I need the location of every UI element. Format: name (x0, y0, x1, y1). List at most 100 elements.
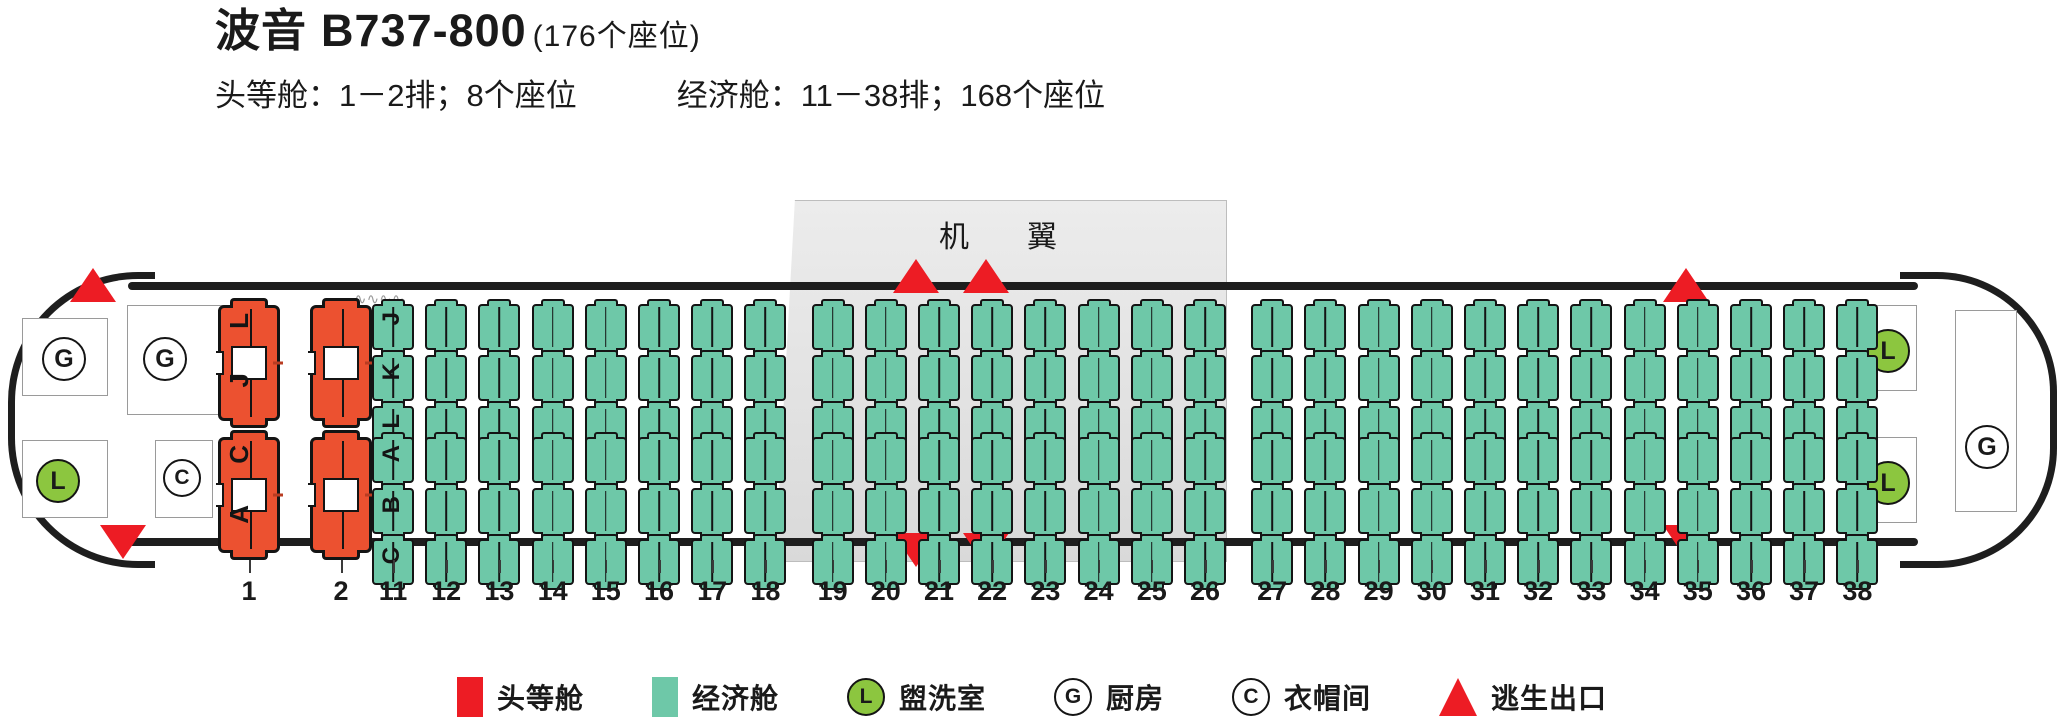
economy-seat-35K[interactable] (1676, 355, 1719, 401)
economy-seat-11K[interactable] (372, 355, 414, 401)
economy-seat-16A[interactable] (638, 437, 680, 483)
economy-seat-21A[interactable] (918, 437, 960, 483)
economy-seat-32K[interactable] (1517, 355, 1560, 401)
economy-seat-21B[interactable] (918, 488, 960, 534)
economy-seat-22B[interactable] (971, 488, 1014, 534)
economy-seat-16K[interactable] (638, 355, 680, 401)
economy-seat-35J[interactable] (1676, 304, 1719, 350)
economy-seat-37J[interactable] (1783, 304, 1826, 350)
economy-seat-11A[interactable] (372, 437, 414, 483)
economy-seat-30K[interactable] (1410, 355, 1453, 401)
economy-seat-37A[interactable] (1783, 437, 1826, 483)
economy-seat-24A[interactable] (1077, 437, 1120, 483)
economy-seat-22A[interactable] (971, 437, 1014, 483)
economy-seat-23K[interactable] (1024, 355, 1067, 401)
economy-seat-37B[interactable] (1783, 488, 1826, 534)
economy-seat-14B[interactable] (531, 488, 574, 534)
economy-seat-35B[interactable] (1676, 488, 1719, 534)
first-class-seat-row-1-upper[interactable] (216, 305, 283, 421)
economy-seat-25A[interactable] (1130, 437, 1173, 483)
economy-seat-24J[interactable] (1077, 304, 1120, 350)
economy-seat-26A[interactable] (1184, 437, 1226, 483)
economy-seat-14A[interactable] (531, 437, 574, 483)
economy-seat-24K[interactable] (1077, 355, 1120, 401)
economy-seat-21K[interactable] (918, 355, 960, 401)
economy-seat-15B[interactable] (584, 488, 627, 534)
economy-seat-28B[interactable] (1304, 488, 1347, 534)
economy-seat-28A[interactable] (1304, 437, 1347, 483)
economy-seat-17A[interactable] (691, 437, 734, 483)
economy-seat-33K[interactable] (1570, 355, 1613, 401)
economy-seat-20J[interactable] (864, 304, 907, 350)
economy-seat-12A[interactable] (425, 437, 468, 483)
economy-seat-18A[interactable] (744, 437, 787, 483)
economy-seat-16J[interactable] (638, 304, 680, 350)
economy-seat-30C[interactable] (1410, 539, 1453, 585)
economy-seat-32J[interactable] (1517, 304, 1560, 350)
economy-seat-34A[interactable] (1623, 437, 1666, 483)
economy-seat-29K[interactable] (1357, 355, 1400, 401)
economy-seat-33A[interactable] (1570, 437, 1613, 483)
economy-seat-27J[interactable] (1251, 304, 1294, 350)
economy-seat-18K[interactable] (744, 355, 787, 401)
economy-seat-12K[interactable] (425, 355, 468, 401)
economy-seat-20A[interactable] (864, 437, 907, 483)
economy-seat-19B[interactable] (811, 488, 854, 534)
economy-seat-30B[interactable] (1410, 488, 1453, 534)
economy-seat-17B[interactable] (691, 488, 734, 534)
economy-seat-13K[interactable] (478, 355, 521, 401)
economy-seat-23A[interactable] (1024, 437, 1067, 483)
economy-seat-31B[interactable] (1464, 488, 1506, 534)
economy-seat-38B[interactable] (1836, 488, 1879, 534)
economy-seat-33J[interactable] (1570, 304, 1613, 350)
economy-seat-37K[interactable] (1783, 355, 1826, 401)
economy-seat-18B[interactable] (744, 488, 787, 534)
economy-seat-31K[interactable] (1464, 355, 1506, 401)
economy-seat-18J[interactable] (744, 304, 787, 350)
economy-seat-29B[interactable] (1357, 488, 1400, 534)
economy-seat-14J[interactable] (531, 304, 574, 350)
economy-seat-25K[interactable] (1130, 355, 1173, 401)
economy-seat-32A[interactable] (1517, 437, 1560, 483)
economy-seat-12B[interactable] (425, 488, 468, 534)
economy-seat-25B[interactable] (1130, 488, 1173, 534)
economy-seat-31A[interactable] (1464, 437, 1506, 483)
economy-seat-13B[interactable] (478, 488, 521, 534)
first-class-seat-row-1-lower[interactable] (216, 437, 283, 553)
economy-seat-19C[interactable] (811, 539, 854, 585)
economy-seat-22K[interactable] (971, 355, 1014, 401)
economy-seat-19J[interactable] (811, 304, 854, 350)
economy-seat-15A[interactable] (584, 437, 627, 483)
economy-seat-25J[interactable] (1130, 304, 1173, 350)
economy-seat-30J[interactable] (1410, 304, 1453, 350)
first-class-seat-row-2-upper[interactable] (308, 305, 375, 421)
economy-seat-12J[interactable] (425, 304, 468, 350)
economy-seat-38K[interactable] (1836, 355, 1879, 401)
economy-seat-13A[interactable] (478, 437, 521, 483)
economy-seat-15K[interactable] (584, 355, 627, 401)
economy-seat-33B[interactable] (1570, 488, 1613, 534)
economy-seat-35A[interactable] (1676, 437, 1719, 483)
economy-seat-17J[interactable] (691, 304, 734, 350)
economy-seat-32B[interactable] (1517, 488, 1560, 534)
economy-seat-14K[interactable] (531, 355, 574, 401)
economy-seat-23B[interactable] (1024, 488, 1067, 534)
economy-seat-16B[interactable] (638, 488, 680, 534)
economy-seat-21J[interactable] (918, 304, 960, 350)
economy-seat-23J[interactable] (1024, 304, 1067, 350)
economy-seat-25C[interactable] (1130, 539, 1173, 585)
economy-seat-11C[interactable] (372, 539, 414, 585)
economy-seat-11J[interactable] (372, 304, 414, 350)
economy-seat-26J[interactable] (1184, 304, 1226, 350)
economy-seat-28J[interactable] (1304, 304, 1347, 350)
economy-seat-13J[interactable] (478, 304, 521, 350)
economy-seat-27K[interactable] (1251, 355, 1294, 401)
economy-seat-34B[interactable] (1623, 488, 1666, 534)
economy-seat-34J[interactable] (1623, 304, 1666, 350)
first-class-seat-row-2-lower[interactable] (308, 437, 375, 553)
economy-seat-26B[interactable] (1184, 488, 1226, 534)
economy-seat-19A[interactable] (811, 437, 854, 483)
economy-seat-31J[interactable] (1464, 304, 1506, 350)
economy-seat-22J[interactable] (971, 304, 1014, 350)
economy-seat-38J[interactable] (1836, 304, 1879, 350)
